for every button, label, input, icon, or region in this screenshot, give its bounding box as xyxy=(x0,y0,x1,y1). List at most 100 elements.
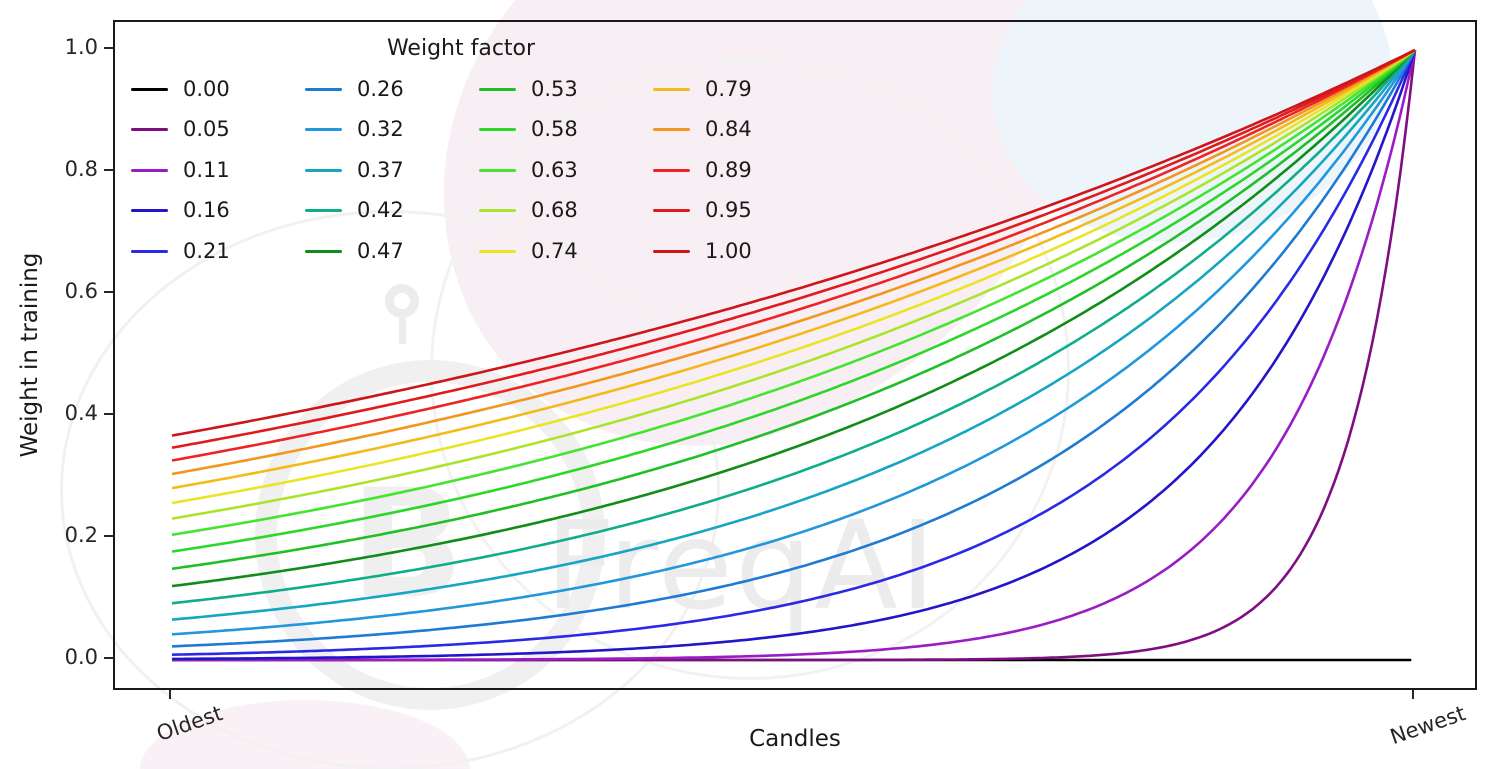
y-tick-label: 0.0 xyxy=(64,645,98,669)
legend-swatch-icon xyxy=(131,168,168,172)
legend-label: 0.58 xyxy=(531,117,578,142)
legend-item-0.95: 0.95 xyxy=(653,200,827,221)
weight-curve-0.89 xyxy=(171,48,1416,462)
legend-swatch-icon xyxy=(131,249,168,253)
legend-swatch-icon xyxy=(305,128,342,132)
weight-curve-0.32 xyxy=(171,49,1417,636)
legend-item-0.11: 0.11 xyxy=(131,157,305,182)
legend-item-0.89: 0.89 xyxy=(653,157,827,182)
legend-swatch-icon xyxy=(479,87,516,91)
y-tick-mark xyxy=(104,291,113,293)
legend-swatch-icon xyxy=(653,249,690,253)
watermark-robot-antenna-icon xyxy=(385,284,419,318)
legend-swatch-icon xyxy=(131,128,168,132)
legend-swatch-icon xyxy=(305,209,342,213)
watermark-coin-symbol: B xyxy=(350,458,465,632)
y-tick-mark xyxy=(104,413,113,415)
weight-curve-0.74 xyxy=(171,48,1416,505)
legend-item-0.63: 0.63 xyxy=(479,157,653,182)
watermark-robot-antenna-stem xyxy=(399,318,406,344)
legend-label: 0.74 xyxy=(531,238,578,263)
legend-label: 0.37 xyxy=(357,157,404,182)
legend-swatch-icon xyxy=(653,209,690,213)
legend-swatch-icon xyxy=(653,168,690,172)
weight-curve-0.37 xyxy=(171,49,1417,621)
legend-item-0.26: 0.26 xyxy=(305,76,479,101)
x-tick-mark xyxy=(169,690,171,699)
legend-item-0.79: 0.79 xyxy=(653,76,827,101)
legend-swatch-icon xyxy=(653,87,690,91)
weight-curve-1.00 xyxy=(171,48,1416,437)
weight-curve-0.53 xyxy=(171,49,1416,571)
y-tick-label: 1.0 xyxy=(64,35,98,59)
legend-swatch-icon xyxy=(479,168,516,172)
legend-label: 0.05 xyxy=(183,117,230,142)
legend-title: Weight factor xyxy=(386,36,536,61)
legend-label: 0.42 xyxy=(357,198,404,223)
weight-curve-0.63 xyxy=(171,48,1416,537)
legend-item-0.68: 0.68 xyxy=(479,200,653,221)
legend-grid: 0.00 0.05 0.11 0.16 0.21 0.26 0.32 0.37 0.42 0.47… xyxy=(131,69,827,272)
legend-label: 1.00 xyxy=(705,238,752,263)
legend-item-0.74: 0.74 xyxy=(479,238,653,263)
y-tick-label: 0.4 xyxy=(64,401,98,425)
legend-label: 0.68 xyxy=(531,198,578,223)
legend-label: 0.11 xyxy=(183,157,230,182)
y-tick-label: 0.8 xyxy=(64,157,98,181)
legend-label: 0.00 xyxy=(183,76,230,101)
legend-item-0.42: 0.42 xyxy=(305,200,479,221)
weight-curve-0.58 xyxy=(171,49,1416,553)
y-tick-mark xyxy=(104,169,113,171)
legend-label: 0.47 xyxy=(357,238,404,263)
weight-curves-plot xyxy=(171,48,1417,662)
legend-label: 0.16 xyxy=(183,198,230,223)
weight-curve-0.95 xyxy=(171,48,1416,449)
legend-swatch-icon xyxy=(131,209,168,213)
legend-item-0.37: 0.37 xyxy=(305,157,479,182)
weight-curve-0.21 xyxy=(171,49,1417,656)
legend-item-0.47: 0.47 xyxy=(305,238,479,263)
weight-curve-0.11 xyxy=(172,49,1417,662)
x-tick-mark xyxy=(1412,690,1414,699)
legend-swatch-icon xyxy=(305,168,342,172)
weight-curve-0.16 xyxy=(172,49,1417,661)
legend-swatch-icon xyxy=(305,249,342,253)
weight-curve-0.42 xyxy=(171,49,1416,605)
legend-item-0.00: 0.00 xyxy=(131,76,305,101)
weight-curve-0.26 xyxy=(171,49,1417,648)
weight-curve-0.68 xyxy=(171,48,1416,520)
legend-swatch-icon xyxy=(131,87,168,91)
weight-curve-0.79 xyxy=(171,48,1416,490)
legend-item-0.32: 0.32 xyxy=(305,119,479,140)
legend-label: 0.53 xyxy=(531,76,578,101)
legend-swatch-icon xyxy=(479,209,516,213)
weight-curve-0.47 xyxy=(171,49,1416,588)
legend-label: 0.84 xyxy=(705,117,752,142)
y-tick-mark xyxy=(104,657,113,659)
legend-label: 0.63 xyxy=(531,157,578,182)
plot-area: Weight factor 0.00 0.05 0.11 0.16 0.21 0.26 0.… xyxy=(113,20,1477,690)
legend-item-0.16: 0.16 xyxy=(131,200,305,221)
y-tick-label: 0.6 xyxy=(64,279,98,303)
legend-label: 0.26 xyxy=(357,76,404,101)
legend-swatch-icon xyxy=(479,249,516,253)
legend-item-1.00: 1.00 xyxy=(653,238,827,263)
y-tick-mark xyxy=(104,535,113,537)
legend-label: 0.89 xyxy=(705,157,752,182)
y-tick-mark xyxy=(104,47,113,49)
weight-curve-0.84 xyxy=(171,48,1416,476)
y-tick-label: 0.2 xyxy=(64,523,98,547)
legend-item-0.84: 0.84 xyxy=(653,119,827,140)
legend-label: 0.95 xyxy=(705,198,752,223)
legend-item-0.53: 0.53 xyxy=(479,76,653,101)
legend-label: 0.32 xyxy=(357,117,404,142)
legend-label: 0.79 xyxy=(705,76,752,101)
legend-item-0.05: 0.05 xyxy=(131,119,305,140)
x-axis-label: Candles xyxy=(749,726,841,752)
legend-swatch-icon xyxy=(653,128,690,132)
legend-item-0.21: 0.21 xyxy=(131,238,305,263)
legend: Weight factor 0.00 0.05 0.11 0.16 0.21 0.26 0.… xyxy=(131,36,827,272)
legend-label: 0.21 xyxy=(183,238,230,263)
legend-item-0.58: 0.58 xyxy=(479,119,653,140)
